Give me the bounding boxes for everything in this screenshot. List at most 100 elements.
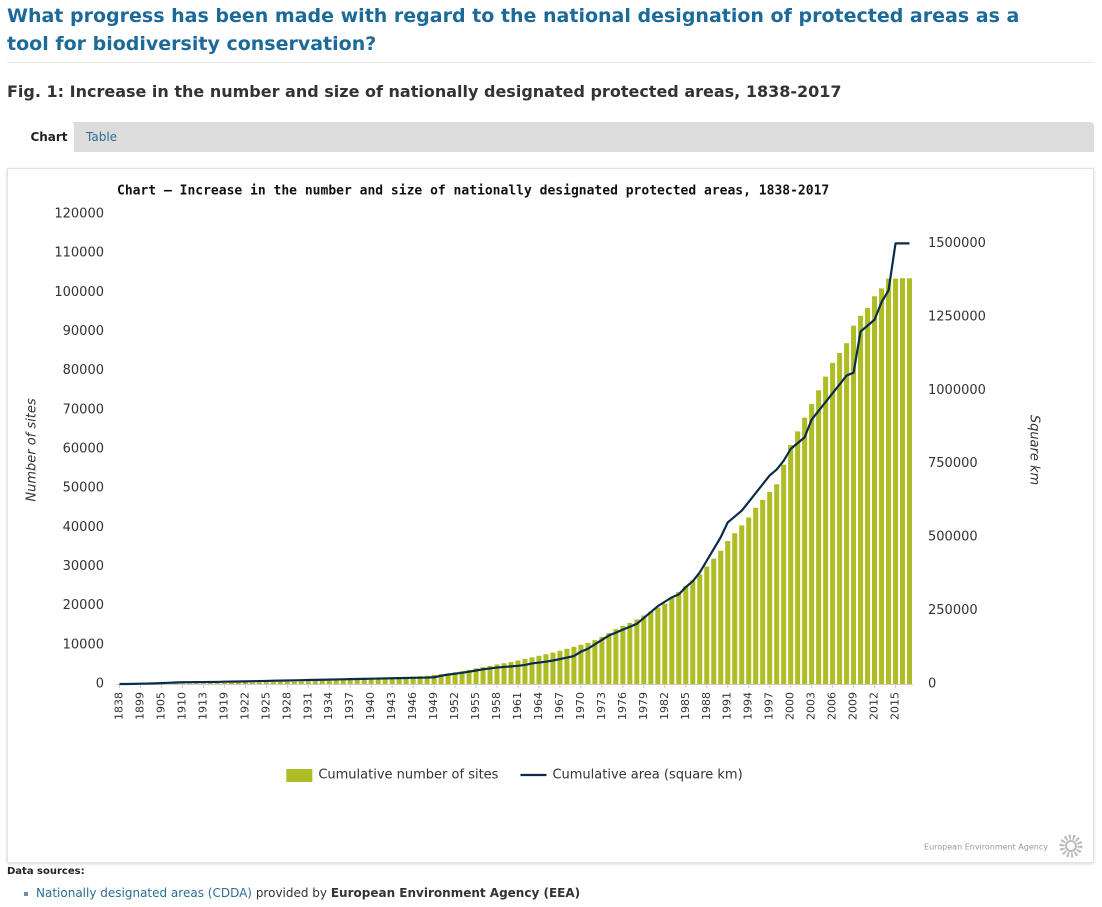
bar (242, 682, 248, 684)
source-provider: European Environment Agency (EEA) (330, 886, 581, 900)
bar (235, 682, 241, 684)
bar (641, 615, 647, 684)
y2-axis-title: Square km (1027, 415, 1042, 485)
bar (760, 499, 766, 684)
bar (200, 683, 206, 684)
x-tick-label: 1910 (175, 692, 188, 720)
bar (424, 675, 430, 684)
bar (382, 678, 388, 684)
x-tick-label: 1940 (364, 692, 377, 720)
tab-table[interactable]: Table (86, 130, 118, 144)
bar (494, 664, 500, 684)
bar (564, 648, 570, 684)
bar (816, 390, 822, 684)
bar (515, 660, 521, 684)
y2-tick-label: 250000 (928, 603, 978, 618)
bar (732, 533, 738, 684)
y-tick-label: 30000 (63, 559, 104, 574)
bar (823, 376, 829, 684)
bar (746, 517, 752, 684)
x-tick-label: 1985 (679, 692, 692, 720)
x-tick-label: 1952 (448, 692, 461, 720)
bar (906, 278, 913, 684)
bar (851, 325, 857, 684)
x-tick-label: 1994 (742, 692, 755, 720)
bar (389, 677, 395, 684)
bar (865, 308, 871, 684)
bar (844, 343, 850, 684)
bar (221, 682, 227, 684)
bar (690, 580, 696, 684)
x-tick-label: 1976 (616, 692, 629, 720)
bar (333, 680, 339, 684)
figure-title: Fig. 1: Increase in the number and size … (7, 82, 842, 101)
x-tick-label: 1949 (427, 692, 440, 720)
x-tick-label: 1931 (301, 692, 314, 720)
bar (683, 586, 689, 684)
bar (529, 657, 535, 684)
y-tick-label: 70000 (63, 402, 104, 417)
x-tick-label: 1955 (469, 692, 482, 720)
x-tick-label: 1964 (532, 692, 545, 720)
bar (368, 678, 374, 684)
bar (711, 558, 717, 684)
bar (899, 278, 906, 684)
bar (669, 597, 675, 684)
y-tick-label: 110000 (54, 246, 104, 261)
bar (263, 682, 269, 684)
y2-tick-label: 0 (928, 677, 936, 692)
y2-tick-label: 750000 (928, 456, 978, 471)
bar (872, 296, 878, 684)
bar (193, 683, 199, 684)
bullet (24, 892, 28, 896)
bar (557, 650, 563, 684)
logo-text: European Environment Agency (924, 843, 1048, 852)
x-tick-label: 1943 (385, 692, 398, 720)
bar (501, 663, 507, 684)
bar (284, 681, 290, 684)
y2-tick-label: 1000000 (928, 383, 986, 398)
y-tick-label: 120000 (54, 207, 104, 222)
bar (662, 603, 668, 684)
bar (361, 679, 367, 684)
bar (767, 492, 773, 684)
y-tick-label: 40000 (63, 520, 104, 535)
bar (207, 683, 213, 684)
bar (431, 674, 437, 684)
y-tick-label: 20000 (63, 598, 104, 613)
tab-bar: Chart Table (24, 122, 1094, 152)
bar (452, 672, 458, 684)
bar (753, 507, 759, 684)
bar (781, 464, 787, 684)
bar (186, 683, 192, 684)
y2-tick-label: 1250000 (928, 309, 986, 324)
bar (480, 667, 486, 684)
chart-title: Chart — Increase in the number and size … (117, 184, 829, 199)
source-line: Nationally designated areas (CDDA) provi… (36, 886, 580, 900)
bar (837, 353, 843, 684)
bar (774, 484, 780, 684)
page-title: What progress has been made with regard … (7, 5, 1020, 55)
x-tick-label: 1946 (406, 692, 419, 720)
logo-icon (1059, 834, 1083, 858)
bar (599, 637, 605, 684)
bar (879, 288, 885, 684)
x-tick-label: 1961 (511, 692, 524, 720)
legend-label: Cumulative number of sites (318, 768, 498, 783)
bar (620, 626, 626, 684)
bar (270, 682, 276, 684)
bar (613, 629, 619, 684)
x-tick-label: 1928 (280, 692, 293, 720)
x-tick-label: 2000 (784, 692, 797, 720)
bar (375, 678, 381, 684)
bar (347, 680, 353, 684)
bar (487, 665, 493, 684)
tab-chart[interactable]: Chart (24, 122, 74, 152)
bar (228, 682, 234, 684)
bar (858, 315, 864, 684)
bar (550, 652, 556, 684)
bar (655, 607, 661, 684)
source-link[interactable]: Nationally designated areas (CDDA) (36, 886, 252, 900)
